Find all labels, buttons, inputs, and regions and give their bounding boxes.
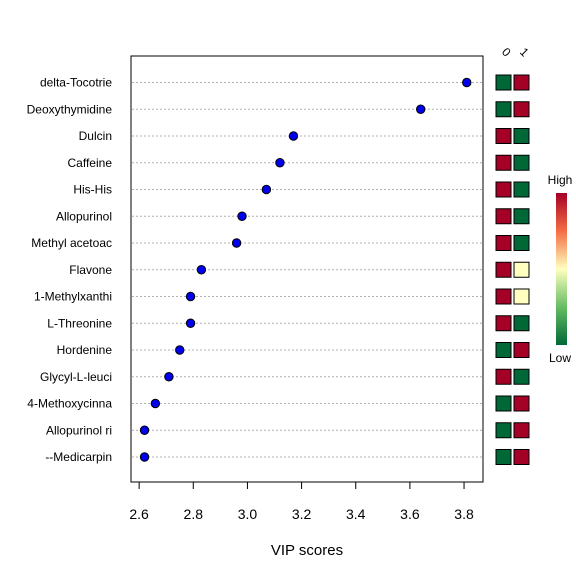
heatmap-cell <box>495 395 512 412</box>
x-tick-label: 2.8 <box>184 506 204 522</box>
data-point <box>462 77 472 88</box>
heatmap-cell <box>513 395 530 412</box>
heatmap-cell <box>495 368 512 385</box>
category-label: delta-Tocotrie <box>40 76 112 90</box>
heatmap-cell <box>495 449 512 465</box>
category-label: Dulcin <box>79 129 112 143</box>
category-label: L-Threonine <box>47 316 112 330</box>
category-label: Methyl acetoac <box>31 236 112 250</box>
legend-gradient-bar <box>556 193 567 345</box>
heatmap-cell <box>513 208 530 225</box>
group-label: 0 <box>499 45 514 60</box>
x-tick-label: 3.8 <box>454 506 474 522</box>
x-tick-label: 3.6 <box>400 506 420 522</box>
category-label: 4-Methoxycinna <box>27 397 112 411</box>
category-label: 1-Methylxanthi <box>34 290 112 304</box>
category-label: Caffeine <box>68 156 113 170</box>
heatmap-cell <box>513 449 530 465</box>
plot-area <box>130 55 484 483</box>
data-point <box>231 238 242 248</box>
heatmap-cell <box>495 181 512 198</box>
heatmap-cell <box>495 315 512 332</box>
legend-high-label: High <box>548 173 573 187</box>
data-point <box>237 211 247 221</box>
x-tick-label: 3.0 <box>238 506 258 522</box>
category-label: Allopurinol ri <box>46 423 112 437</box>
category-label: Hordenine <box>57 343 113 357</box>
heatmap-cell <box>495 208 512 225</box>
data-point <box>175 345 185 355</box>
data-point <box>261 184 272 195</box>
data-point <box>150 398 161 409</box>
heatmap-cell <box>513 181 530 198</box>
category-labels: delta-Tocotrie Deoxythymidine Dulcin Caffei… <box>27 76 113 465</box>
category-label: Allopurinol <box>56 209 112 223</box>
heatmap-cell <box>495 235 512 251</box>
group-label: 1 <box>517 45 532 60</box>
category-label: His-His <box>73 183 112 197</box>
heatmap-cell <box>513 315 530 332</box>
data-point <box>185 291 196 302</box>
heatmap-cell <box>513 128 530 144</box>
heatmap-cell <box>495 74 512 91</box>
heatmap-cell <box>513 368 530 385</box>
category-label: Glycyl-L-leuci <box>40 370 112 384</box>
heatmap-cell <box>495 422 512 439</box>
x-tick-label: 3.2 <box>292 506 312 522</box>
data-point <box>288 131 299 141</box>
x-axis: 2.6 2.8 3.0 3.2 3.4 3.6 3.8 <box>129 481 474 522</box>
gridlines <box>132 82 482 458</box>
data-point <box>164 372 174 382</box>
heatmap-cell <box>513 288 530 305</box>
x-tick-label: 3.4 <box>346 506 366 522</box>
heatmap-cell <box>495 342 512 358</box>
category-label: Flavone <box>69 263 112 277</box>
heatmap-cells <box>495 74 530 465</box>
heatmap-cell <box>513 422 530 439</box>
x-axis-title: VIP scores <box>271 542 343 559</box>
data-point <box>139 425 150 435</box>
heatmap-cell <box>513 342 530 358</box>
heatmap-cell <box>495 128 512 144</box>
heatmap-cell <box>495 288 512 305</box>
heatmap-cell <box>513 154 530 171</box>
legend-low-label: Low <box>549 351 571 365</box>
heatmap-cell <box>495 261 512 278</box>
heatmap-cell <box>513 101 530 118</box>
heatmap-cell <box>513 74 530 91</box>
data-point <box>416 104 426 114</box>
category-label: Deoxythymidine <box>27 102 113 116</box>
data-point <box>275 158 285 168</box>
data-points <box>139 77 472 462</box>
heatmap-cell <box>513 235 530 251</box>
data-point <box>185 318 196 328</box>
data-point <box>196 265 207 275</box>
heatmap-cell <box>495 154 512 171</box>
category-label: --Medicarpin <box>45 450 112 464</box>
heatmap-cell <box>513 261 530 278</box>
color-legend: High Low <box>548 173 573 365</box>
data-point <box>139 452 150 462</box>
heatmap-cell <box>495 101 512 118</box>
x-tick-label: 2.6 <box>129 506 149 522</box>
